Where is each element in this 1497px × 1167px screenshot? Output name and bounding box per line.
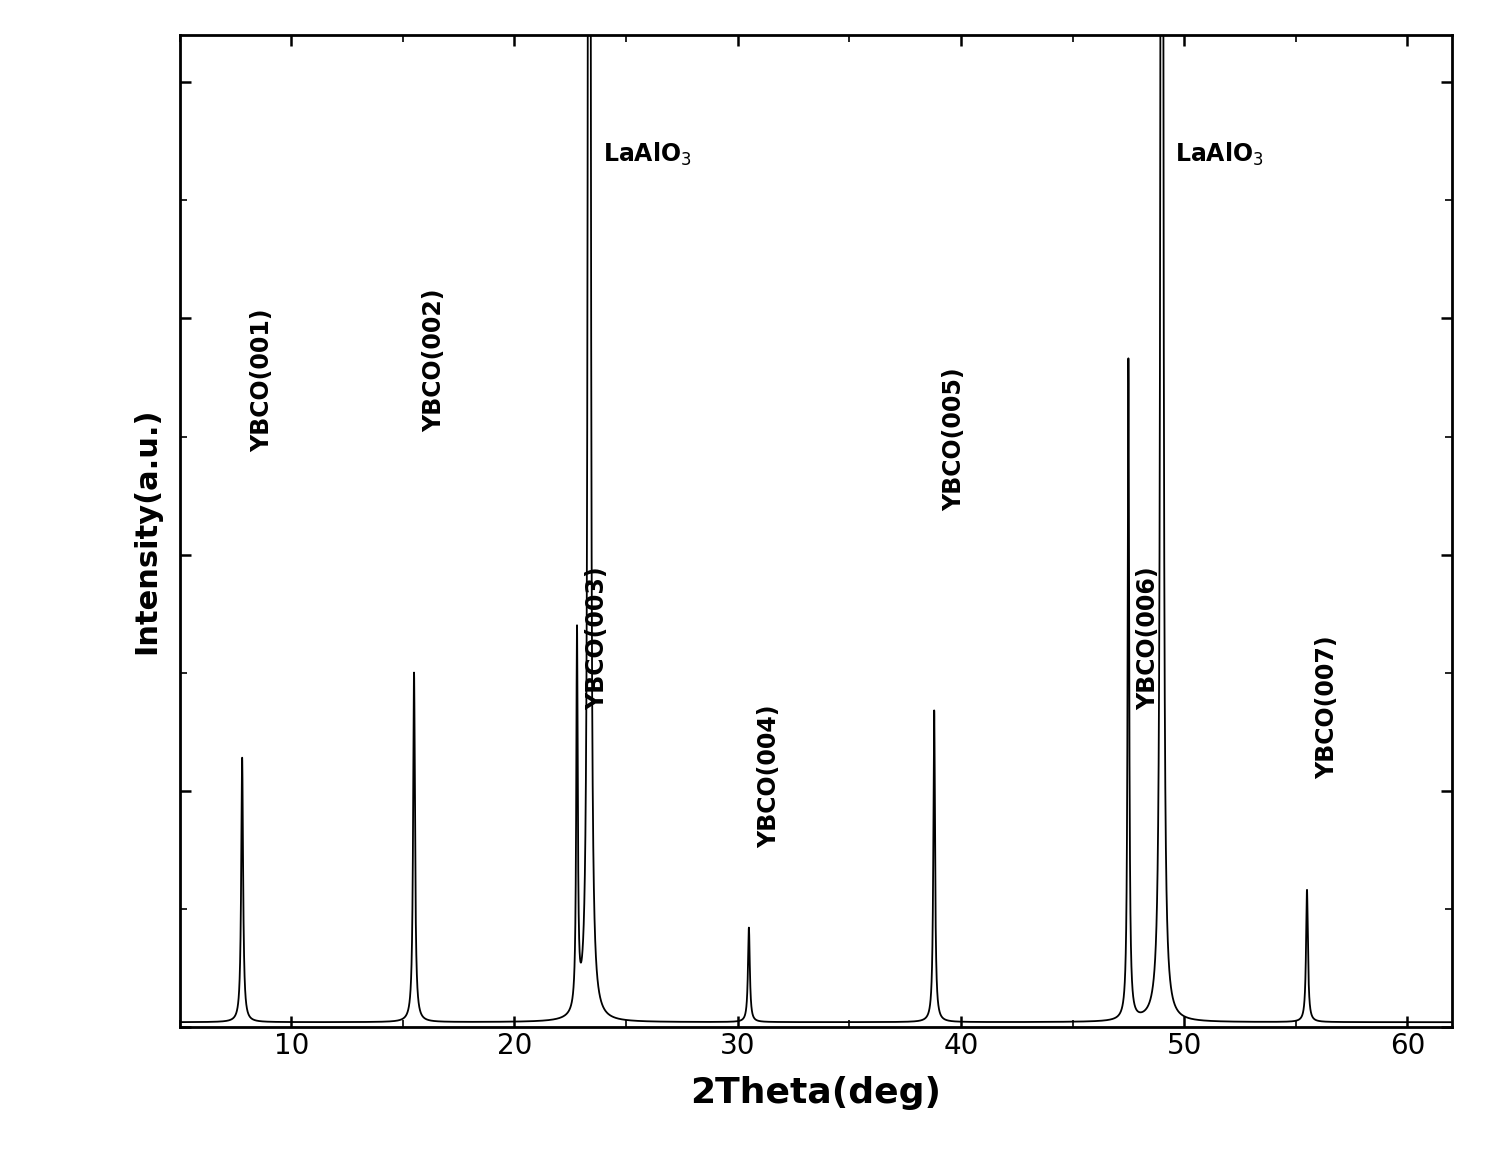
Text: YBCO(007): YBCO(007) <box>1314 635 1338 780</box>
Text: YBCO(001): YBCO(001) <box>250 308 274 452</box>
Text: YBCO(005): YBCO(005) <box>942 368 966 511</box>
Text: YBCO(006): YBCO(006) <box>1136 566 1160 710</box>
Y-axis label: Intensity(a.u.): Intensity(a.u.) <box>132 407 160 655</box>
Text: LaAlO$_3$: LaAlO$_3$ <box>1175 140 1263 168</box>
Text: YBCO(002): YBCO(002) <box>422 288 446 432</box>
X-axis label: 2Theta(deg): 2Theta(deg) <box>690 1076 942 1111</box>
Text: LaAlO$_3$: LaAlO$_3$ <box>603 140 692 168</box>
Text: YBCO(003): YBCO(003) <box>585 566 609 710</box>
Text: YBCO(004): YBCO(004) <box>756 705 781 848</box>
